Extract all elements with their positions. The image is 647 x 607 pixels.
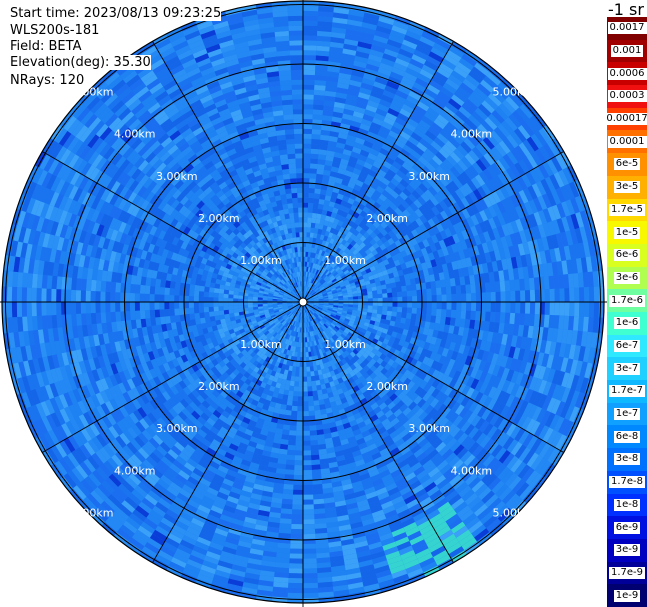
colorbar-segment: 1e-7 [607,402,647,426]
colorbar-label: 1.7e-7 [608,385,646,398]
colorbar-label: 3e-7 [613,362,641,375]
colorbar-segment: 6e-5 [607,153,647,176]
colorbar-label: 3e-5 [613,181,641,194]
ppi-scan-plot: 1.00km 1.00km 1.00km 1.00km 2.00km 2.00km 2.00… [0,0,607,607]
colorbar-segment: 1e-6 [607,312,647,335]
colorbar-label: 0.0006 [607,67,647,80]
colorbar-label: 0.001 [610,45,644,58]
azimuth-line [302,151,564,303]
colorbar-segment: 0.0001 [607,130,647,154]
colorbar-label: 0.0001 [607,135,647,148]
range-label: 4.00km [114,464,156,477]
colorbar-segment: 0.0017 [607,17,647,40]
colorbar-label: 6e-7 [613,340,641,353]
colorbar-label: 1.7e-6 [608,294,646,307]
colorbar-label: 1.7e-9 [608,566,646,579]
range-label: 1.00km [240,254,282,267]
colorbar-segment: 0.001 [607,39,647,63]
colorbar-label: 0.0003 [607,90,647,103]
colorbar-segment: 3e-6 [607,266,647,290]
start-time-label: Start time: 2023/08/13 09:23:25 [10,6,222,21]
radar-center [298,297,308,307]
colorbar-label: 6e-9 [613,521,641,534]
colorbar-label: 6e-8 [613,430,641,443]
elevation-label: Elevation(deg): 35.30 [10,55,151,70]
range-label: 1.00km [324,338,366,351]
colorbar-label: 6e-6 [613,249,641,262]
colorbar-label: 0.00017 [604,113,647,126]
instrument-label: WLS200s-181 [10,23,100,38]
range-label: 2.00km [366,212,408,225]
colorbar-segment: 1e-9 [607,584,647,607]
field-label: Field: BETA [10,39,82,54]
colorbar-label: 1e-6 [613,317,641,330]
colorbar-segment: 1e-8 [607,493,647,517]
colorbar-segment: 1.7e-9 [607,561,647,585]
colorbar-segment: 1e-5 [607,221,647,244]
colorbar-label: 3e-8 [613,453,641,466]
colorbar: 0.0017 0.001 0.0006 0.0003 0.00017 0.0001 6e-5… [604,17,647,607]
scan-gates [2,1,604,603]
colorbar-label: 1.7e-8 [608,476,646,489]
azimuth-line [302,301,564,453]
azimuth-line [302,301,454,563]
range-label: 5.00km [493,86,535,99]
range-label: 1.00km [324,254,366,267]
colorbar-segment: 1.7e-5 [607,198,647,222]
colorbar-label: 1e-8 [613,498,641,511]
colorbar-segment: 6e-9 [607,516,647,539]
colorbar-segment: 3e-8 [607,448,647,471]
colorbar-segment: 6e-6 [607,243,647,267]
unit-label: -1 sr [608,0,644,19]
colorbar-label: 1e-9 [613,589,641,602]
colorbar-label: 3e-9 [613,544,641,557]
range-label: 2.00km [198,212,240,225]
azimuth-line [152,41,304,303]
range-label: 3.00km [408,170,450,183]
colorbar-segment: 6e-7 [607,334,647,358]
range-label: 1.00km [240,338,282,351]
colorbar-segment: 6e-8 [607,425,647,449]
colorbar-segment: 1.7e-6 [607,289,647,312]
colorbar-segment: 0.00017 [604,107,647,131]
colorbar-segment: 3e-9 [607,538,647,562]
colorbar-label: 1.7e-5 [608,203,646,216]
colorbar-segment: 1.7e-8 [607,470,647,494]
azimuth-line [42,301,304,453]
colorbar-label: 1e-7 [613,408,641,421]
colorbar-label: 6e-5 [613,158,641,171]
range-label: 3.00km [156,170,198,183]
range-label: 4.00km [114,128,156,141]
range-label: 4.00km [450,128,492,141]
range-label: 2.00km [366,380,408,393]
range-label: 3.00km [156,422,198,435]
azimuth-line [152,301,304,563]
colorbar-label: 1e-5 [613,226,641,239]
colorbar-segment: 0.0003 [607,85,647,108]
colorbar-segment: 3e-5 [607,175,647,199]
range-label: 5.00km [72,506,114,519]
nrays-label: NRays: 120 [10,73,85,88]
colorbar-segment: 3e-7 [607,357,647,381]
range-label: 4.00km [450,464,492,477]
azimuth-line [42,151,304,303]
range-label: 5.00km [493,506,535,519]
range-label: 5.00km [72,86,114,99]
range-label: 3.00km [408,422,450,435]
colorbar-segment: 1.7e-7 [607,380,647,403]
azimuth-line [302,41,454,303]
colorbar-label: 0.0017 [607,22,647,35]
colorbar-segment: 0.0006 [607,62,647,86]
colorbar-label: 3e-6 [613,271,641,284]
range-label: 2.00km [198,380,240,393]
